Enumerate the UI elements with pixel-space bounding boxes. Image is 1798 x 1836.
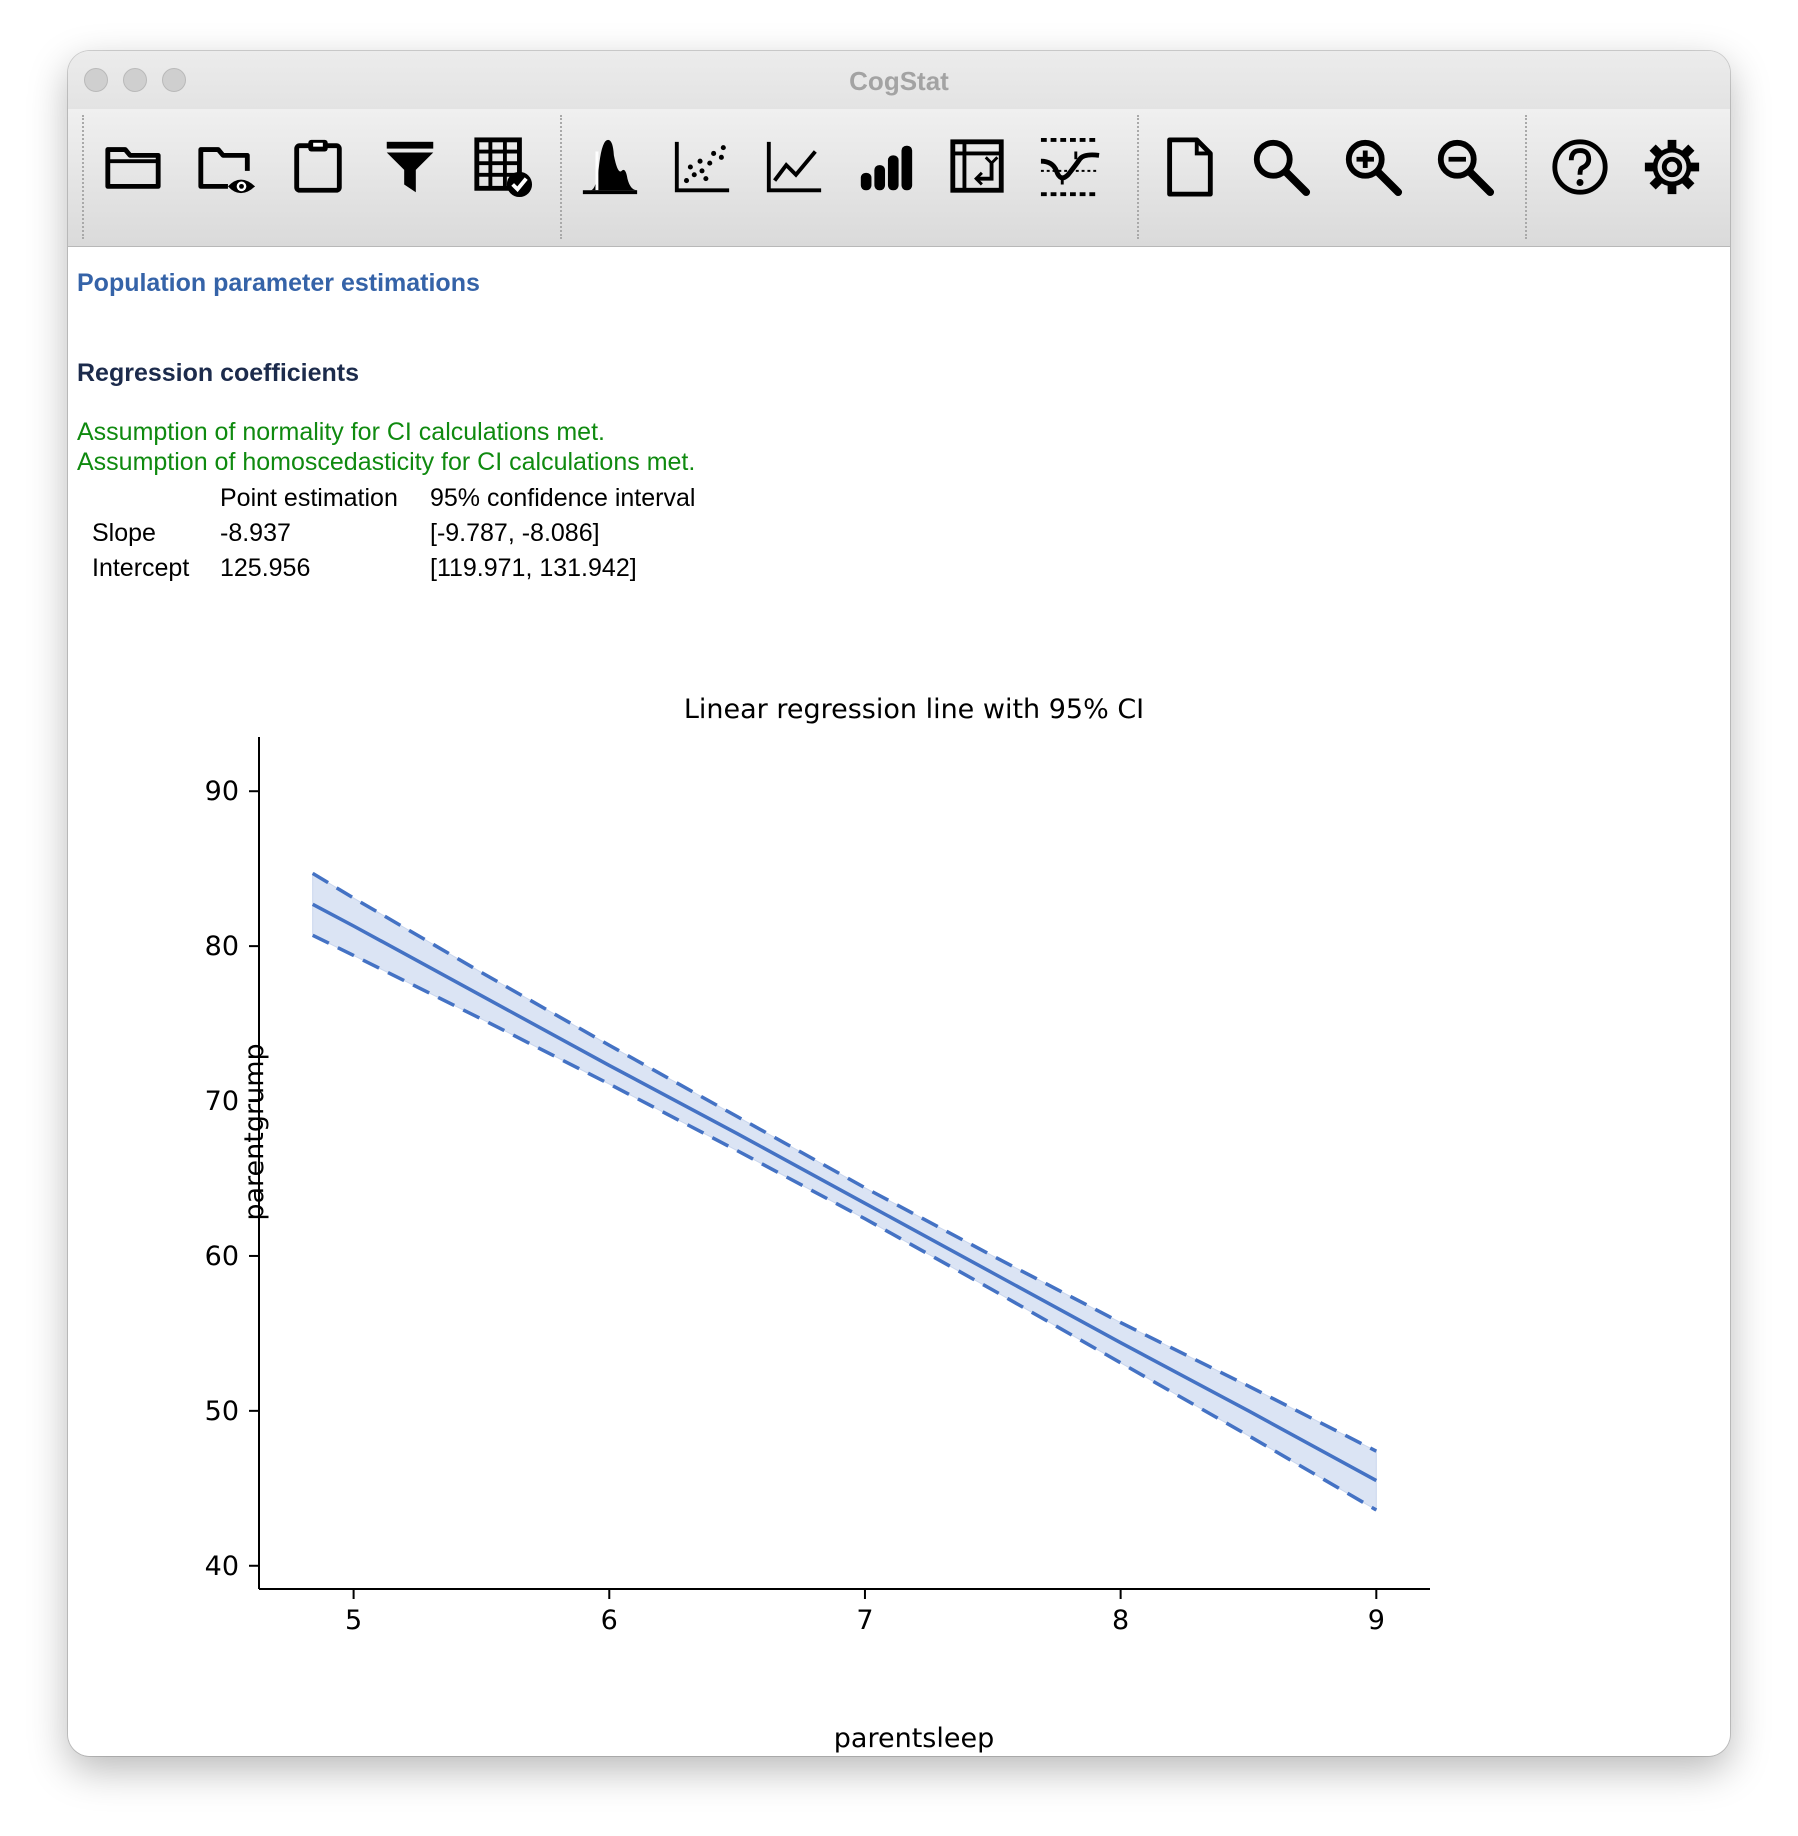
y-tick-label: 90	[205, 776, 239, 807]
x-tick-label: 7	[856, 1605, 873, 1636]
y-tick-label: 40	[205, 1551, 239, 1582]
zoom-window-button[interactable]	[162, 68, 186, 92]
toolbar	[68, 109, 1730, 247]
chart-title: Linear regression line with 95% CI	[684, 694, 1144, 725]
x-axis-label: parentsleep	[834, 1723, 994, 1754]
distribution-icon	[582, 139, 638, 195]
reliability-icon	[1040, 137, 1100, 197]
compare-repeated-button[interactable]	[758, 131, 830, 203]
filter-icon	[386, 141, 434, 193]
assumption-normality-text: Assumption of normality for CI calculati…	[77, 418, 605, 446]
zoom-in-icon	[1345, 139, 1403, 197]
y-tick-label: 50	[205, 1396, 239, 1427]
preferences-button[interactable]	[1636, 131, 1708, 203]
table-header-row: Point estimation 95% confidence interval	[80, 481, 707, 516]
table-cell: 125.956	[220, 554, 311, 582]
explore-relation-button[interactable]	[666, 131, 738, 203]
data-check-button[interactable]	[466, 131, 538, 203]
gear-icon	[1644, 139, 1700, 195]
x-tick-label: 5	[345, 1605, 362, 1636]
app-window: CogStat	[68, 51, 1730, 1756]
compare-groups-button[interactable]	[850, 131, 922, 203]
folder-eye-icon	[198, 147, 256, 194]
paste-data-button[interactable]	[282, 131, 354, 203]
clipboard-icon	[294, 139, 342, 193]
regression-coefficients-table: Point estimation 95% confidence interval…	[80, 481, 707, 586]
toolbar-separator	[1525, 115, 1527, 239]
x-tick-label: 9	[1368, 1605, 1385, 1636]
x-tick-label: 8	[1112, 1605, 1129, 1636]
zoom-out-icon	[1437, 139, 1495, 197]
help-icon	[1552, 139, 1608, 195]
table-row: Slope -8.937 [-9.787, -8.086]	[80, 516, 707, 551]
upper-ci-line	[311, 871, 1378, 1453]
regression-line	[311, 902, 1378, 1483]
explore-variable-button[interactable]	[574, 131, 646, 203]
x-tick-label: 6	[601, 1605, 618, 1636]
regression-chart: Linear regression line with 95% CI 40 50 6…	[205, 694, 1430, 1754]
zoom-out-button[interactable]	[1429, 131, 1501, 203]
help-button[interactable]	[1544, 131, 1616, 203]
bar-chart-icon	[860, 145, 913, 191]
table-cell: -8.937	[220, 519, 291, 547]
table-cell: Intercept	[92, 554, 190, 582]
table-check-icon	[474, 137, 533, 198]
y-axis-label: parentgrump	[239, 1043, 270, 1220]
table-cell: [-9.787, -8.086]	[430, 519, 600, 547]
search-icon	[1253, 139, 1311, 197]
filter-button[interactable]	[374, 131, 446, 203]
table-row: Intercept 125.956 [119.971, 131.942]	[80, 551, 707, 586]
table-header: Point estimation	[220, 484, 398, 512]
minimize-window-button[interactable]	[123, 68, 147, 92]
new-result-pane-button[interactable]	[1153, 131, 1225, 203]
reliability-button[interactable]	[1034, 131, 1106, 203]
lower-ci-line	[311, 933, 1378, 1512]
find-button[interactable]	[1245, 131, 1317, 203]
view-data-button[interactable]	[190, 131, 262, 203]
y-tick-label: 70	[205, 1086, 239, 1117]
pivot-table-icon	[950, 139, 1004, 193]
table-cell: [119.971, 131.942]	[430, 554, 637, 582]
close-window-button[interactable]	[84, 68, 108, 92]
toolbar-handle[interactable]	[82, 115, 84, 239]
results-pane: Population parameter estimations Regress…	[68, 247, 1730, 1756]
title-bar: CogStat	[68, 51, 1730, 110]
subsection-heading: Regression coefficients	[77, 359, 360, 387]
table-cell: Slope	[92, 519, 156, 547]
toolbar-separator	[560, 115, 562, 239]
section-heading: Population parameter estimations	[77, 269, 480, 297]
document-icon	[1167, 137, 1213, 197]
open-data-button[interactable]	[97, 131, 169, 203]
line-chart-icon	[766, 141, 822, 193]
y-tick-label: 60	[205, 1241, 239, 1272]
pivot-table-button[interactable]	[942, 131, 1014, 203]
window-title: CogStat	[849, 66, 949, 96]
assumption-homoscedasticity-text: Assumption of homoscedasticity for CI ca…	[77, 448, 696, 476]
toolbar-separator	[1137, 115, 1139, 239]
y-tick-label: 80	[205, 931, 239, 962]
zoom-in-button[interactable]	[1337, 131, 1409, 203]
folder-icon	[105, 147, 161, 189]
scatter-icon	[674, 141, 730, 193]
table-header: 95% confidence interval	[430, 484, 696, 512]
